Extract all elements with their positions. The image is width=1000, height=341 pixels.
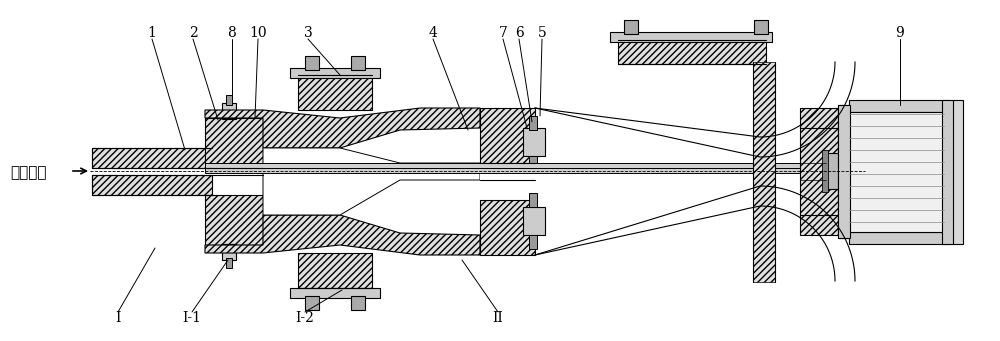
Bar [529, 156, 537, 170]
Text: 3: 3 [304, 26, 312, 40]
Bar [849, 112, 944, 232]
Bar [290, 288, 380, 298]
Polygon shape [205, 108, 480, 148]
Bar [480, 163, 535, 180]
Text: I-1: I-1 [182, 311, 202, 325]
Bar [618, 40, 766, 64]
Text: I-2: I-2 [296, 311, 314, 325]
Bar [205, 163, 855, 168]
Bar [800, 125, 838, 218]
Text: 流入方向: 流入方向 [10, 165, 46, 180]
Bar [800, 215, 838, 235]
Bar [92, 148, 212, 168]
Bar [205, 168, 855, 173]
Bar [480, 108, 535, 163]
Bar [222, 244, 236, 260]
Bar [305, 56, 319, 70]
Bar [480, 200, 535, 255]
Bar [849, 100, 949, 112]
Bar [205, 195, 263, 245]
Bar [826, 153, 840, 189]
Bar [351, 56, 365, 70]
Text: 5: 5 [538, 26, 546, 40]
Text: II: II [493, 311, 503, 325]
Polygon shape [205, 215, 480, 255]
Bar [205, 118, 263, 168]
Text: 1: 1 [148, 26, 156, 40]
Bar [226, 95, 232, 105]
Bar [753, 62, 775, 282]
Bar [298, 75, 372, 110]
Bar [222, 103, 236, 119]
Bar [523, 207, 545, 235]
Text: 10: 10 [249, 26, 267, 40]
Bar [838, 105, 850, 238]
Bar [800, 108, 838, 128]
Bar [849, 232, 949, 244]
Text: 2: 2 [189, 26, 197, 40]
Bar [942, 100, 954, 244]
Bar [838, 105, 850, 238]
Bar [610, 32, 772, 42]
Bar [754, 20, 768, 34]
Polygon shape [263, 148, 480, 215]
Bar [290, 68, 380, 78]
Bar [205, 168, 263, 175]
Bar [529, 193, 537, 207]
Text: 4: 4 [429, 26, 437, 40]
Bar [953, 100, 963, 244]
Bar [351, 296, 365, 310]
Bar [523, 128, 545, 156]
Bar [529, 235, 537, 249]
Bar [529, 116, 537, 130]
Text: 7: 7 [499, 26, 507, 40]
Bar [92, 175, 212, 195]
Text: I: I [115, 311, 121, 325]
Bar [822, 150, 828, 192]
Bar [226, 258, 232, 268]
Bar [305, 296, 319, 310]
Text: 6: 6 [515, 26, 523, 40]
Bar [298, 253, 372, 288]
Text: 9: 9 [896, 26, 904, 40]
Text: 8: 8 [228, 26, 236, 40]
Bar [624, 20, 638, 34]
